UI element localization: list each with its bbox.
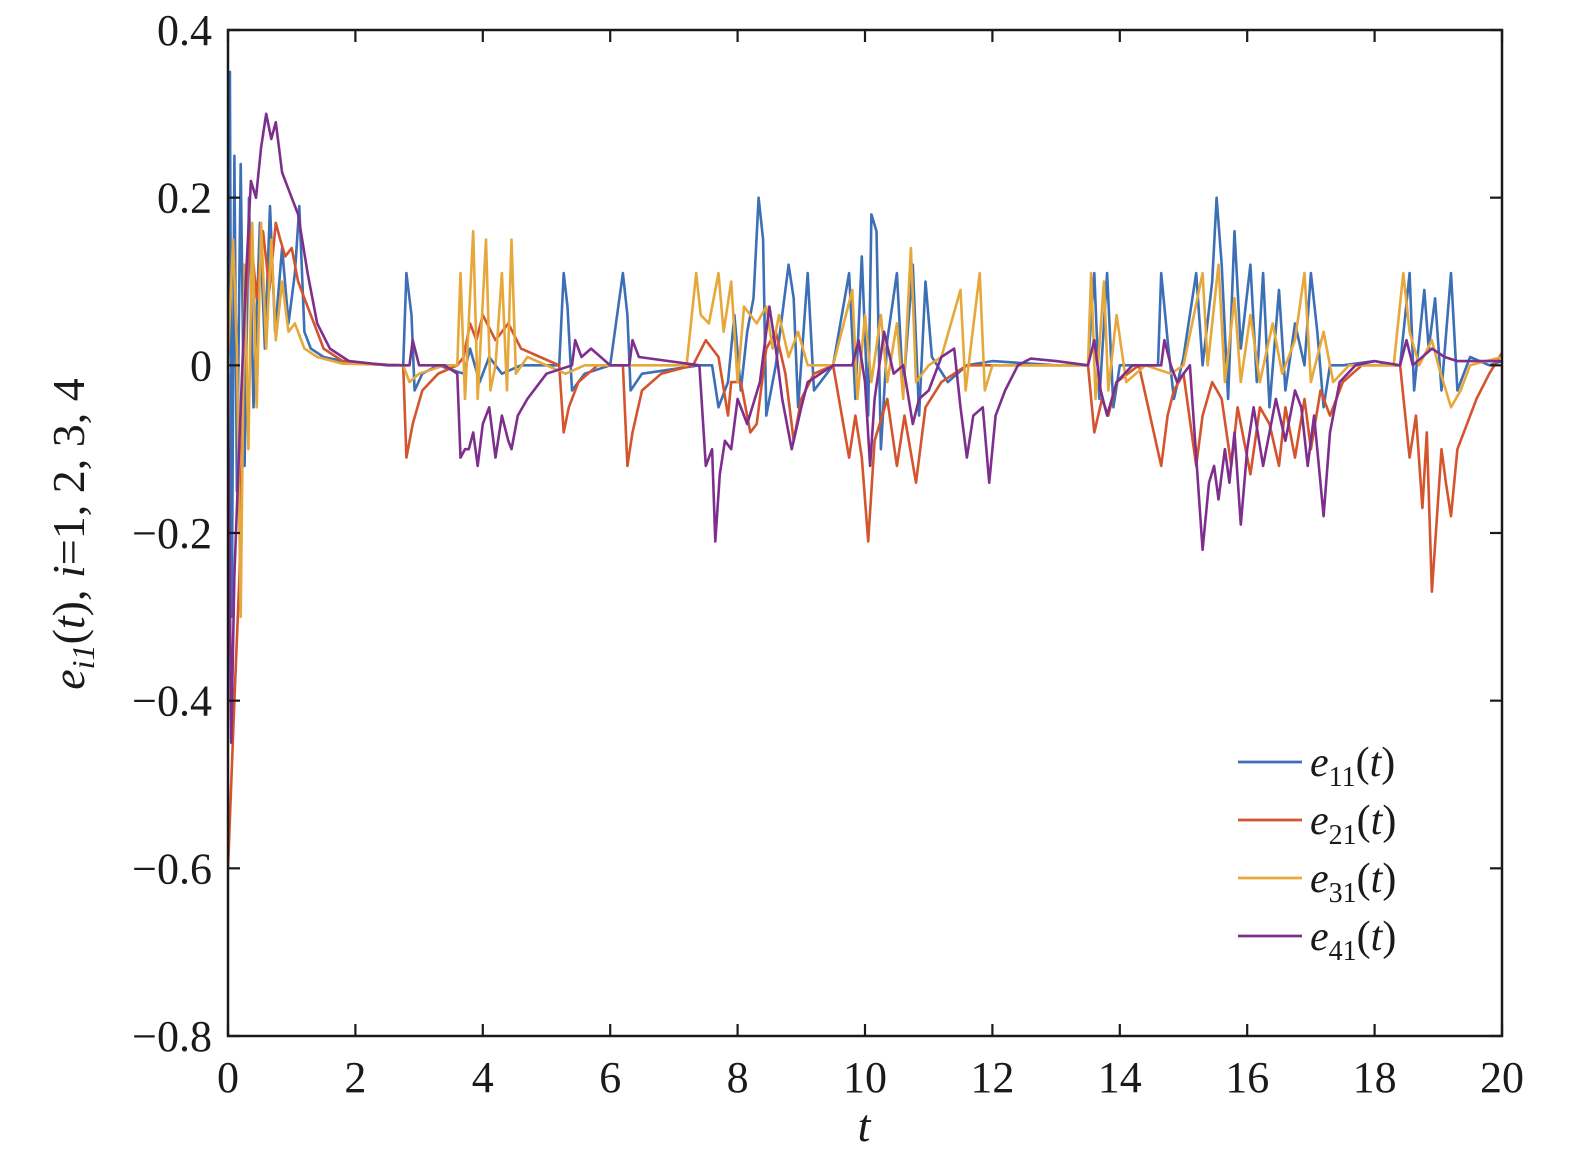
series-line-1 [228, 70, 1502, 619]
y-tick-label: −0.8 [132, 1012, 212, 1061]
x-tick-label: 4 [472, 1053, 494, 1102]
y-tick-label: 0 [190, 341, 212, 390]
y-axis-label-part: i [43, 565, 94, 578]
x-tick-label: 2 [344, 1053, 366, 1102]
y-tick-label: 0.2 [157, 174, 212, 223]
series-line-3 [228, 221, 1502, 619]
plot-lines [228, 70, 1502, 869]
legend-label-4: e41(t) [1310, 914, 1396, 967]
y-tick-label: −0.2 [132, 509, 212, 558]
y-tick-label: −0.4 [132, 677, 212, 726]
y-tick-label: −0.6 [132, 844, 212, 893]
x-tick-label: 20 [1480, 1053, 1524, 1102]
y-axis-label: ei1(t), i=1, 2, 3, 4 [43, 378, 101, 689]
y-axis-label-part: ( [43, 629, 94, 644]
x-tick-labels: 0 2 4 6 8 10 12 14 16 18 20 [217, 1053, 1524, 1102]
x-axis-label: t [858, 1100, 872, 1151]
x-tick-label: 14 [1098, 1053, 1142, 1102]
y-tick-labels: −0.8 −0.6 −0.4 −0.2 0 0.2 0.4 [132, 6, 212, 1061]
y-axis-label-part: i1 [65, 644, 101, 669]
x-tick-label: 12 [970, 1053, 1014, 1102]
y-axis-label-part: e [43, 669, 94, 689]
legend-label-2: e21(t) [1310, 798, 1396, 851]
legend: e11(t)e21(t)e31(t)e41(t) [1238, 740, 1396, 967]
series-line-4 [228, 112, 1502, 744]
x-tick-label: 0 [217, 1053, 239, 1102]
y-axis-label-part: ), [43, 578, 94, 616]
x-tick-label: 10 [843, 1053, 887, 1102]
x-tick-label: 8 [727, 1053, 749, 1102]
y-tick-label: 0.4 [157, 6, 212, 55]
y-axis-label-part: t [43, 615, 94, 629]
x-tick-label: 18 [1353, 1053, 1397, 1102]
x-tick-label: 6 [599, 1053, 621, 1102]
y-axis-label-part: =1, 2, 3, 4 [43, 378, 94, 565]
x-tick-label: 16 [1225, 1053, 1269, 1102]
axis-ticks [226, 28, 1504, 1038]
legend-label-1: e11(t) [1310, 740, 1395, 793]
legend-label-3: e31(t) [1310, 856, 1396, 909]
